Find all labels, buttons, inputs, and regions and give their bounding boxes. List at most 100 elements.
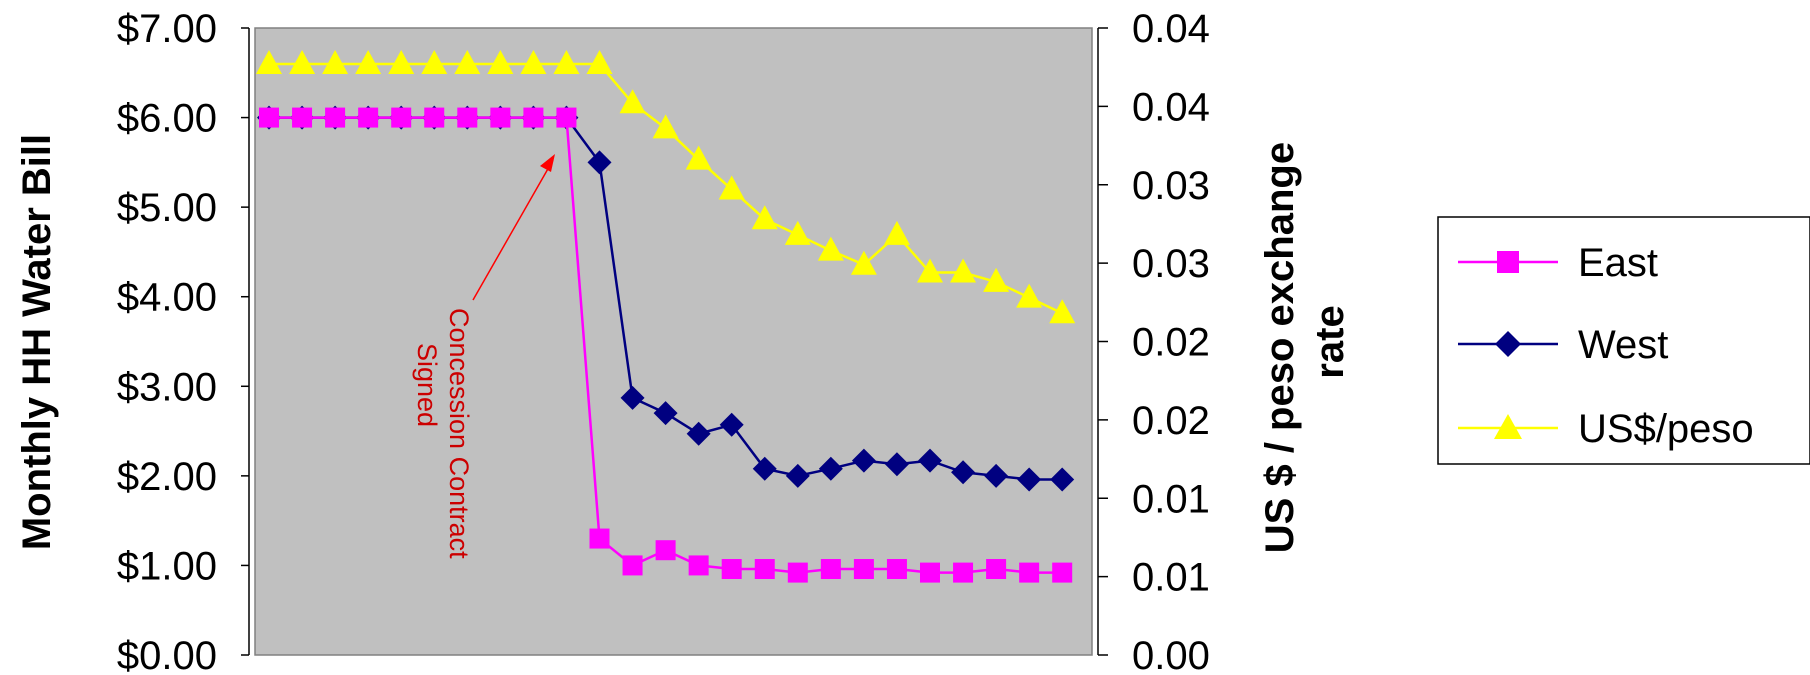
data-point-east [953,562,974,583]
data-point-east [490,107,511,128]
data-point-east [325,107,346,128]
data-point-us-peso [1016,283,1043,308]
data-point-west [719,412,744,437]
data-point-east [259,107,279,128]
data-point-west [653,401,678,426]
legend-item-east: East [1458,241,1658,285]
right-axis: 0.00 0.01 0.01 0.02 0.02 0.03 0.03 0.04 0.04 [1097,7,1210,675]
data-point-us-peso [289,50,316,75]
left-tick-label: $4.00 [117,276,217,320]
data-point-us-peso [520,50,547,75]
data-point-east [589,528,610,549]
data-point-us-peso [751,205,778,230]
data-point-west [587,150,612,175]
data-point-us-peso [454,50,481,75]
series-us-peso [256,50,1076,324]
left-tick-label: $0.00 [117,634,217,675]
right-tick-label: 0.01 [1132,477,1210,521]
data-point-west [620,385,645,410]
data-point-east [292,107,313,128]
right-tick-label: 0.04 [1132,85,1210,129]
data-point-east [424,107,445,128]
data-point-us-peso [685,145,712,170]
data-point-us-peso [487,50,514,75]
right-tick-label: 0.04 [1132,7,1210,51]
data-point-east [622,555,643,576]
data-point-east [820,559,841,580]
legend-label-west: West [1578,323,1668,367]
y-axis-title: Monthly HH Water Bill [15,134,59,550]
data-point-west [884,452,909,477]
data-point-us-peso [950,258,977,283]
data-point-us-peso [586,50,613,75]
data-point-west [918,448,942,473]
data-point-us-peso [917,258,943,283]
data-point-east [853,559,874,580]
right-tick-label: 0.03 [1132,164,1210,208]
data-point-us-peso [553,50,580,75]
legend-label-us-peso: US$/peso [1578,407,1754,451]
legend-label-east: East [1578,241,1658,285]
annotation-arrowhead [540,154,555,172]
right-tick-label: 0.02 [1132,399,1210,443]
y2-axis-title: US $ / peso exchange rate [1258,131,1352,553]
data-point-us-peso [322,50,349,75]
data-point-east [523,107,544,128]
data-point-east [920,562,940,583]
data-point-us-peso [421,50,448,75]
data-point-west [818,456,843,481]
left-tick-label: $7.00 [117,7,217,51]
left-tick-label: $3.00 [117,365,217,409]
data-point-us-peso [983,267,1010,292]
data-point-east [886,559,907,580]
data-point-us-peso [784,220,811,245]
legend: East West US$/peso [1437,216,1810,465]
plot-area [254,27,1093,656]
data-point-us-peso [355,50,382,75]
data-point-west [785,463,810,488]
data-point-east [754,559,775,580]
data-point-us-peso [388,50,415,75]
data-point-west [752,456,777,481]
series-east [259,107,1073,583]
right-tick-label: 0.03 [1132,242,1210,286]
data-point-us-peso [256,50,282,75]
data-point-us-peso [1049,299,1076,324]
annotation-line-1: Concession Contract [444,308,474,559]
legend-marker-triangle [1494,414,1522,439]
data-point-us-peso [652,114,679,139]
right-tick-label: 0.00 [1132,634,1210,675]
data-point-east [358,107,379,128]
data-point-west [1017,467,1042,492]
data-point-east [787,562,808,583]
data-point-east [986,559,1007,580]
legend-marker-square [1497,251,1519,273]
series-layer [256,50,1076,583]
y2-axis-title-line-1: US $ / peso exchange [1258,142,1302,553]
left-tick-label: $1.00 [117,544,217,588]
left-axis: $0.00 $1.00 $2.00 $3.00 $4.00 $5.00 $6.00 $7.00 [117,7,250,675]
legend-item-us-peso: US$/peso [1458,407,1754,451]
left-tick-label: $6.00 [117,97,217,141]
right-tick-label: 0.02 [1132,321,1210,365]
data-point-west [951,460,976,485]
data-point-west [851,448,876,473]
data-point-us-peso [883,220,910,245]
data-point-us-peso [850,250,877,275]
data-point-east [556,107,577,128]
data-point-east [655,540,676,561]
data-point-us-peso [817,236,844,261]
data-point-us-peso [718,175,745,200]
data-point-east [688,555,709,576]
legend-item-west: West [1458,323,1668,367]
annotation-arrow [472,159,554,301]
data-point-west [1050,467,1075,492]
left-tick-label: $2.00 [117,455,217,499]
data-point-west [686,421,711,446]
right-tick-label: 0.01 [1132,556,1210,600]
data-point-west [984,463,1009,488]
left-tick-label: $5.00 [117,186,217,230]
legend-marker-diamond [1495,331,1521,357]
data-point-us-peso [619,89,646,114]
